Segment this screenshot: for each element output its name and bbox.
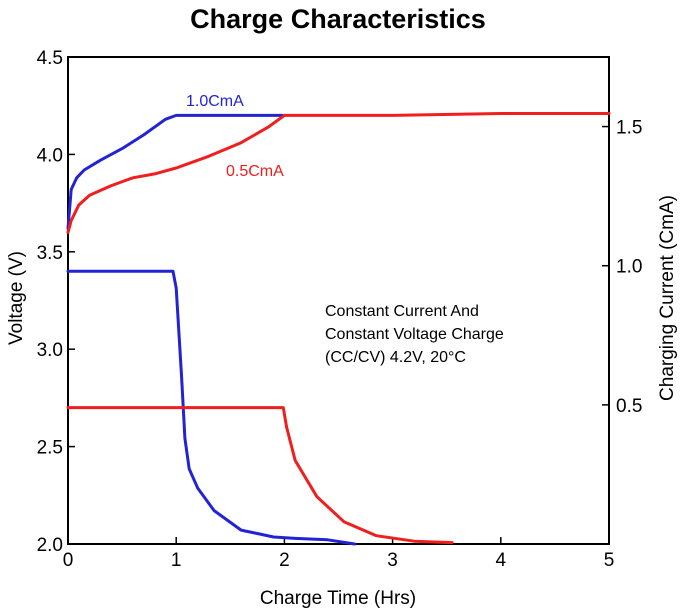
annotation-line-3: (CC/CV) 4.2V, 20°C (325, 349, 466, 366)
y2-tick-label: 1.5 (616, 118, 642, 139)
y2-axis-ticks: 0.5 1.0 1.5 (602, 118, 642, 417)
series-label-0-5cma: 0.5CmA (226, 163, 284, 180)
chart-title: Charge Characteristics (190, 4, 486, 34)
y2-tick-label: 0.5 (616, 396, 642, 417)
y-axis-ticks: 2.0 2.5 3.0 3.5 4.0 4.5 (37, 48, 75, 556)
annotation-line-2: Constant Voltage Charge (325, 326, 504, 343)
y2-axis-label: Charging Current (CmA) (657, 195, 678, 401)
x-axis-ticks: 0 1 2 3 4 5 (63, 537, 615, 571)
x-tick-label: 3 (387, 550, 398, 571)
series-label-1-0cma: 1.0CmA (186, 93, 244, 110)
series-line-0-5cma-current (66, 406, 454, 545)
x-tick-label: 0 (63, 550, 74, 571)
y-tick-label: 3.5 (37, 243, 63, 264)
y2-tick-label: 1.0 (616, 257, 642, 278)
x-tick-label: 1 (171, 550, 182, 571)
y-tick-label: 3.0 (37, 340, 63, 361)
y-tick-label: 2.0 (37, 535, 63, 556)
x-tick-label: 5 (604, 550, 615, 571)
series-line-0-5cma (66, 112, 611, 234)
plot-frame (67, 56, 610, 545)
y-tick-label: 4.5 (37, 48, 63, 69)
x-tick-label: 4 (496, 550, 507, 571)
y-tick-label: 2.5 (37, 438, 63, 459)
x-axis-label: Charge Time (Hrs) (260, 588, 416, 609)
y-axis-label: Voltage (V) (6, 251, 27, 345)
series-layer (66, 112, 611, 546)
series-line-1-0cma-current (66, 269, 357, 546)
x-tick-label: 2 (279, 550, 290, 571)
series-line-1-0cma (66, 113, 284, 230)
y-tick-label: 4.0 (37, 145, 63, 166)
annotation-line-1: Constant Current And (325, 303, 479, 320)
